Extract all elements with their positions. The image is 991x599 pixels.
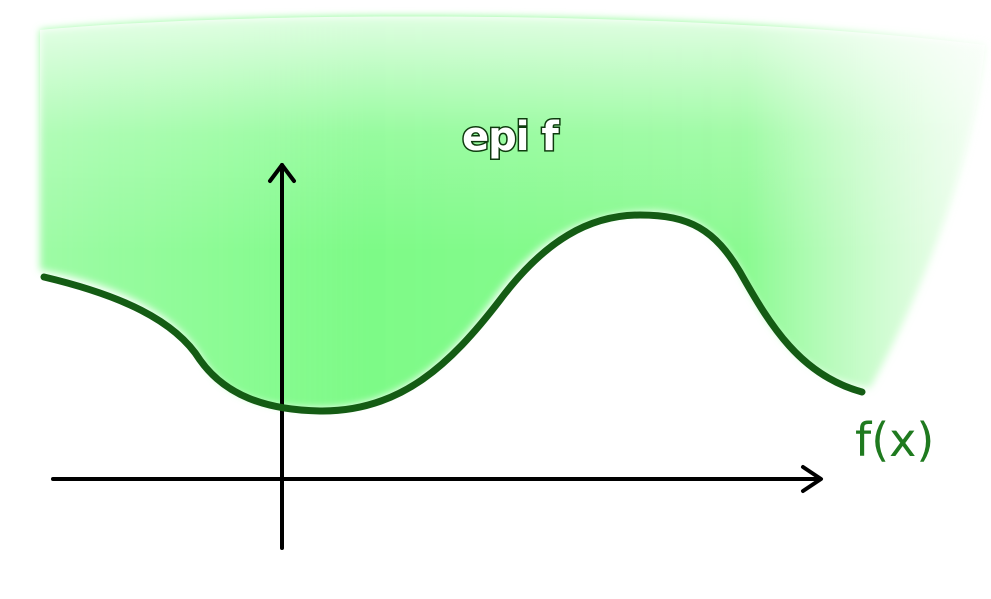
epigraph-region xyxy=(40,16,985,409)
y-axis xyxy=(268,163,296,550)
epigraph-label: epi f xyxy=(462,114,559,160)
function-curve xyxy=(40,211,866,415)
x-axis-arrowhead xyxy=(801,465,823,493)
function-label: f(x) xyxy=(855,413,934,467)
x-axis xyxy=(51,465,823,493)
y-axis-arrowhead xyxy=(268,163,296,183)
